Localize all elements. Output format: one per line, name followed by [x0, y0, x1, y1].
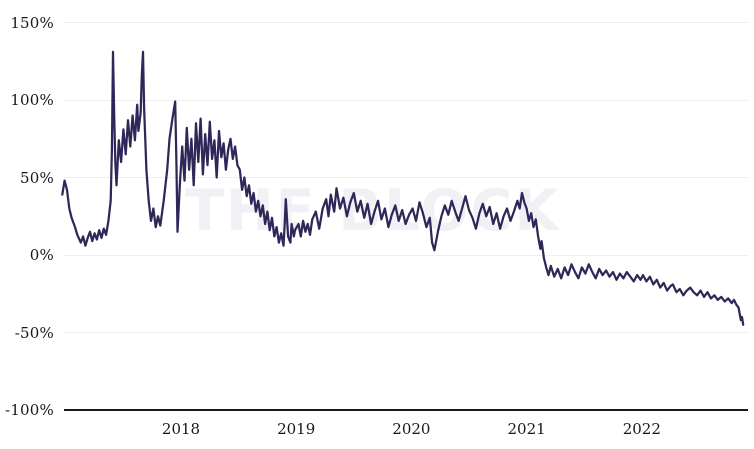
- y-tick-label: -50%: [14, 323, 54, 342]
- y-tick-label: 0%: [29, 246, 54, 264]
- horizontal-gridline: [64, 177, 748, 178]
- y-tick-label: 150%: [10, 13, 54, 32]
- y-tick-label: 50%: [20, 168, 54, 187]
- y-tick-label: -100%: [5, 401, 54, 419]
- horizontal-gridline: [64, 99, 748, 101]
- x-tick-label: 2018: [161, 420, 201, 438]
- x-axis-baseline: [64, 409, 748, 411]
- x-tick-label: 2019: [277, 420, 316, 438]
- data-series-line: [61, 50, 745, 326]
- x-tick-label: 2020: [392, 420, 431, 438]
- horizontal-gridline: [64, 332, 748, 333]
- x-tick-label: 2021: [507, 420, 546, 438]
- y-tick-label: 100%: [10, 91, 54, 109]
- horizontal-gridline: [64, 254, 748, 256]
- x-tick-label: 2022: [622, 420, 661, 438]
- horizontal-gridline: [64, 22, 748, 23]
